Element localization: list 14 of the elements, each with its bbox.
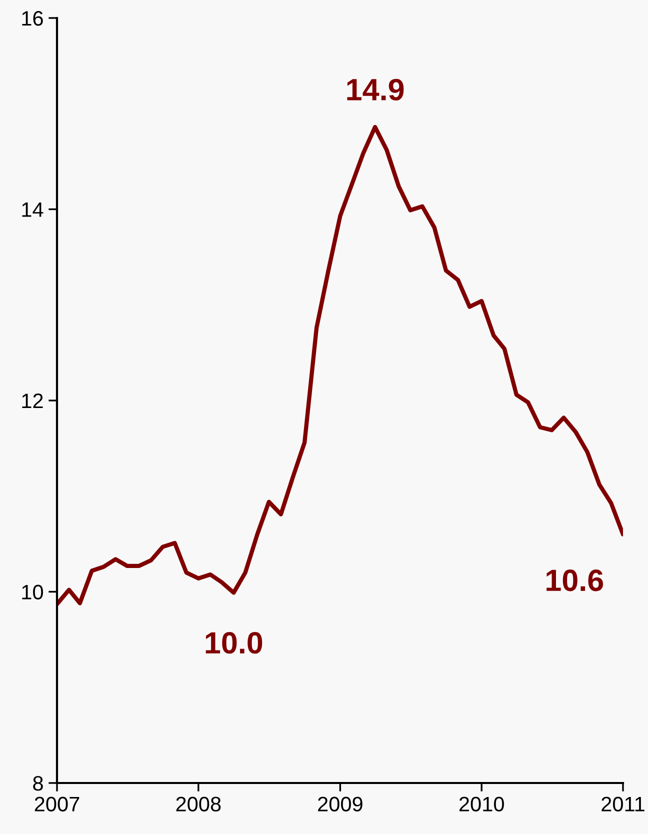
x-tick-label: 2010 — [459, 796, 504, 812]
y-tick-label: 14 — [22, 202, 44, 217]
x-tick-label: 2011 — [602, 796, 644, 812]
x-tick-label: 2008 — [176, 796, 221, 812]
annotation: 14.9 — [347, 78, 404, 100]
y-tick-label: 10 — [22, 584, 43, 600]
y-tick-label: 16 — [22, 11, 43, 26]
annotation: 10.6 — [546, 570, 604, 592]
y-tick-label: 12 — [22, 394, 43, 408]
annotation: 10.0 — [206, 632, 262, 654]
y-tick-label: 8 — [33, 776, 43, 791]
line-series — [57, 124, 623, 606]
x-tick-label: 2007 — [34, 796, 80, 812]
x-tick-label: 2009 — [318, 796, 362, 812]
